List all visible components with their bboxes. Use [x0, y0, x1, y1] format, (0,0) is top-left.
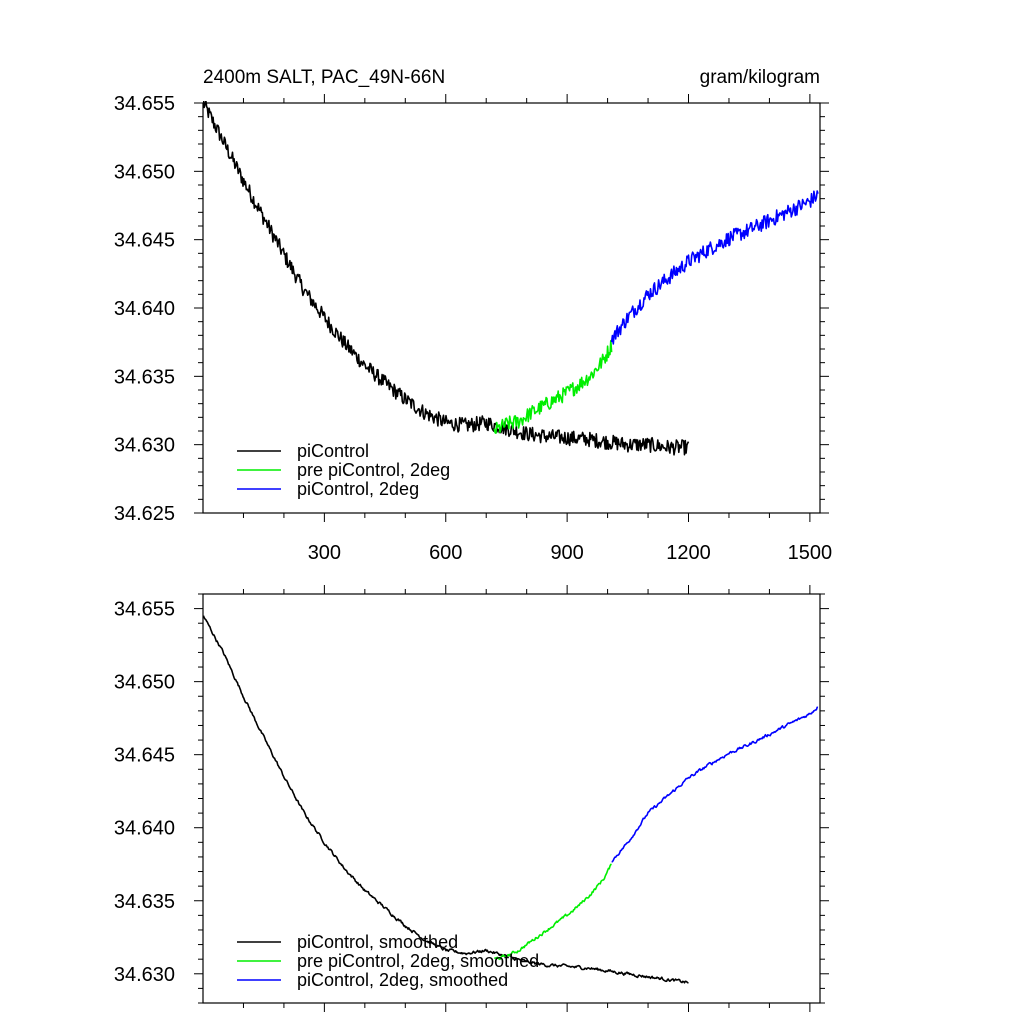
y-tick-label: 34.655 [114, 93, 175, 115]
y-tick-label: 34.640 [114, 818, 175, 840]
top-panel: 2400m SALT, PAC_49N-66N gram/kilogram 30… [114, 67, 832, 564]
legend-label: pre piControl, 2deg [297, 460, 450, 480]
plot-frame [202, 102, 821, 514]
legend-label: piControl, smoothed [297, 932, 458, 952]
y-tick-label: 34.635 [114, 366, 175, 388]
series-line-pre-picontrol-2deg-smoothed [494, 863, 612, 961]
y-tick-label: 34.630 [114, 435, 175, 457]
x-tick-label: 1200 [666, 542, 711, 564]
bottom-panel: 34.630 34.635 34.640 34.645 34.650 34.655 piCo… [114, 585, 829, 1012]
series-line-picontrol-2deg [610, 190, 819, 345]
y-tick-label: 34.635 [114, 891, 175, 913]
x-tick-label: 1500 [788, 542, 833, 564]
series-line-picontrol-2deg-smoothed [611, 706, 819, 863]
x-tick-label: 900 [550, 542, 583, 564]
y-tick-label: 34.645 [114, 230, 175, 252]
legend-label: pre piControl, 2deg, smoothed [297, 951, 539, 971]
y-tick-label: 34.645 [114, 745, 175, 767]
y-tick-label: 34.650 [114, 161, 175, 183]
series-line-picontrol [203, 101, 690, 456]
series-line-pre-picontrol-2deg [493, 339, 613, 435]
y-tick-label: 34.655 [114, 599, 175, 621]
series-line-picontrol-smoothed [203, 615, 689, 984]
legend-label: piControl [297, 441, 369, 461]
x-tick-label: 300 [308, 542, 341, 564]
legend-label: piControl, 2deg, smoothed [297, 970, 508, 990]
chart-title: 2400m SALT, PAC_49N-66N [203, 67, 445, 88]
x-tick-label: 600 [429, 542, 462, 564]
y-tick-label: 34.630 [114, 964, 175, 986]
y-tick-label: 34.625 [114, 503, 175, 525]
chart-units: gram/kilogram [700, 67, 820, 88]
legend-label: piControl, 2deg [297, 479, 419, 499]
y-tick-label: 34.640 [114, 298, 175, 320]
y-tick-label: 34.650 [114, 672, 175, 694]
